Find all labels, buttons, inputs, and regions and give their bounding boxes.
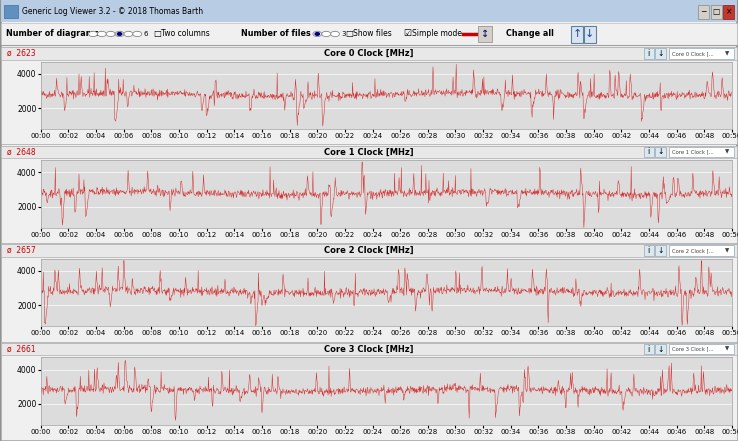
FancyBboxPatch shape <box>1 47 737 145</box>
Text: i: i <box>647 49 650 58</box>
Text: ▼: ▼ <box>725 149 729 154</box>
Text: Number of diagrams: Number of diagrams <box>6 30 99 38</box>
FancyBboxPatch shape <box>571 26 583 43</box>
FancyBboxPatch shape <box>4 5 18 18</box>
Text: 5: 5 <box>135 31 139 37</box>
Text: Core 3 Clock [...: Core 3 Clock [... <box>672 347 713 351</box>
Text: ↑: ↑ <box>573 29 582 39</box>
Text: ▼: ▼ <box>725 248 729 253</box>
FancyBboxPatch shape <box>655 146 666 157</box>
Circle shape <box>106 31 115 37</box>
Text: 3: 3 <box>342 31 346 37</box>
Text: 1: 1 <box>100 31 104 37</box>
FancyBboxPatch shape <box>644 344 654 355</box>
Circle shape <box>313 31 322 37</box>
Text: ø  2657: ø 2657 <box>7 246 36 255</box>
Text: ↓: ↓ <box>585 29 594 39</box>
Text: Core 0 Clock [MHz]: Core 0 Clock [MHz] <box>324 49 414 58</box>
Text: □: □ <box>154 30 162 38</box>
Text: ø  2661: ø 2661 <box>7 344 36 354</box>
Text: 6: 6 <box>144 31 148 37</box>
Text: 4: 4 <box>126 31 131 37</box>
Circle shape <box>331 31 339 37</box>
Text: Core 1 Clock [MHz]: Core 1 Clock [MHz] <box>324 147 414 157</box>
Circle shape <box>315 33 320 35</box>
Text: ▼: ▼ <box>725 347 729 351</box>
Text: 2: 2 <box>108 31 113 37</box>
Circle shape <box>89 31 97 37</box>
Circle shape <box>97 31 106 37</box>
Text: Core 2 Clock [...: Core 2 Clock [... <box>672 248 713 253</box>
Text: Core 1 Clock [...: Core 1 Clock [... <box>672 149 713 154</box>
Text: Two columns: Two columns <box>161 30 210 38</box>
Text: Number of files: Number of files <box>241 30 311 38</box>
FancyBboxPatch shape <box>1 244 737 341</box>
Text: Change all: Change all <box>506 30 554 38</box>
Text: Simple mode: Simple mode <box>412 30 462 38</box>
Text: 1: 1 <box>324 31 328 37</box>
FancyBboxPatch shape <box>1 47 737 60</box>
Text: □: □ <box>345 30 354 38</box>
FancyBboxPatch shape <box>584 26 596 43</box>
FancyBboxPatch shape <box>698 5 709 19</box>
Text: i: i <box>647 147 650 157</box>
Text: i: i <box>647 344 650 354</box>
FancyBboxPatch shape <box>669 245 734 256</box>
FancyBboxPatch shape <box>655 245 666 256</box>
Text: ↕: ↕ <box>480 29 489 39</box>
FancyBboxPatch shape <box>1 343 737 440</box>
Text: □: □ <box>713 7 720 16</box>
FancyBboxPatch shape <box>1 146 737 158</box>
FancyBboxPatch shape <box>723 5 734 19</box>
FancyBboxPatch shape <box>1 0 737 22</box>
Text: 3: 3 <box>117 31 122 37</box>
FancyBboxPatch shape <box>1 244 737 257</box>
FancyBboxPatch shape <box>669 344 734 355</box>
Circle shape <box>133 31 142 37</box>
Text: ø  2623: ø 2623 <box>7 49 36 58</box>
Text: ø  2648: ø 2648 <box>7 147 36 157</box>
Text: Show files: Show files <box>353 30 392 38</box>
FancyBboxPatch shape <box>669 146 734 157</box>
Text: Core 2 Clock [MHz]: Core 2 Clock [MHz] <box>324 246 414 255</box>
Text: ▼: ▼ <box>725 51 729 56</box>
Circle shape <box>115 31 124 37</box>
FancyBboxPatch shape <box>1 23 737 45</box>
FancyBboxPatch shape <box>1 343 737 355</box>
Text: Core 0 Clock [...: Core 0 Clock [... <box>672 51 713 56</box>
FancyBboxPatch shape <box>669 48 734 59</box>
Circle shape <box>124 31 133 37</box>
Text: ↓: ↓ <box>658 246 663 255</box>
Circle shape <box>117 33 122 35</box>
Text: ↓: ↓ <box>658 344 663 354</box>
FancyBboxPatch shape <box>655 48 666 59</box>
FancyBboxPatch shape <box>1 146 737 243</box>
Text: ×: × <box>725 7 732 16</box>
Text: Core 3 Clock [MHz]: Core 3 Clock [MHz] <box>324 344 414 354</box>
FancyBboxPatch shape <box>644 245 654 256</box>
Text: ↓: ↓ <box>658 49 663 58</box>
Text: ☑: ☑ <box>403 30 411 38</box>
Text: −: − <box>700 7 707 16</box>
FancyBboxPatch shape <box>644 146 654 157</box>
FancyBboxPatch shape <box>655 344 666 355</box>
Circle shape <box>322 31 331 37</box>
Text: i: i <box>647 246 650 255</box>
Text: ↓: ↓ <box>658 147 663 157</box>
FancyBboxPatch shape <box>711 5 722 19</box>
FancyBboxPatch shape <box>478 26 492 42</box>
FancyBboxPatch shape <box>644 48 654 59</box>
Text: 2: 2 <box>333 31 337 37</box>
Text: Generic Log Viewer 3.2 - © 2018 Thomas Barth: Generic Log Viewer 3.2 - © 2018 Thomas B… <box>22 7 203 15</box>
